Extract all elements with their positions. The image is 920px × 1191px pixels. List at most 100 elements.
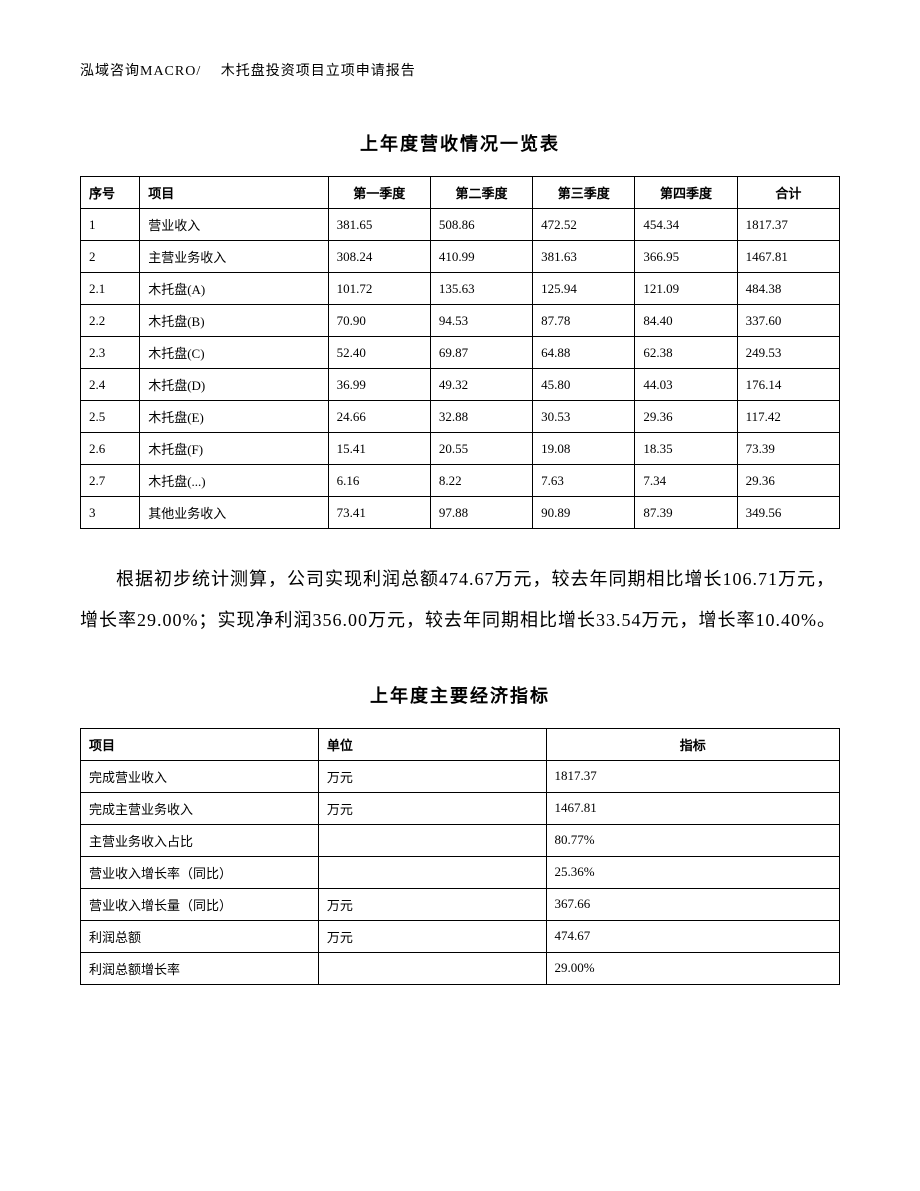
table-cell: 29.00% (546, 952, 840, 984)
table-cell: 1 (81, 209, 140, 241)
table-row: 2.2木托盘(B)70.9094.5387.7884.40337.60 (81, 305, 840, 337)
table-cell (318, 824, 546, 856)
col-unit: 单位 (318, 728, 546, 760)
table-cell: 121.09 (635, 273, 737, 305)
table-cell: 508.86 (430, 209, 532, 241)
table-cell: 381.65 (328, 209, 430, 241)
table-header-row: 序号 项目 第一季度 第二季度 第三季度 第四季度 合计 (81, 177, 840, 209)
table-cell: 366.95 (635, 241, 737, 273)
table-cell: 营业收入增长量（同比） (81, 888, 319, 920)
table-row: 2.6木托盘(F)15.4120.5519.0818.3573.39 (81, 433, 840, 465)
table-cell: 万元 (318, 888, 546, 920)
col-q3: 第三季度 (533, 177, 635, 209)
table-cell: 32.88 (430, 401, 532, 433)
table-cell: 完成主营业务收入 (81, 792, 319, 824)
table-cell: 营业收入 (140, 209, 328, 241)
table-row: 2.7木托盘(...)6.168.227.637.3429.36 (81, 465, 840, 497)
table-cell: 337.60 (737, 305, 839, 337)
table-cell (318, 856, 546, 888)
col-q4: 第四季度 (635, 177, 737, 209)
table-cell: 1817.37 (737, 209, 839, 241)
revenue-table: 序号 项目 第一季度 第二季度 第三季度 第四季度 合计 1营业收入381.65… (80, 176, 840, 529)
table-cell: 万元 (318, 920, 546, 952)
table-cell: 营业收入增长率（同比） (81, 856, 319, 888)
table-cell: 90.89 (533, 497, 635, 529)
col-q1: 第一季度 (328, 177, 430, 209)
table-cell: 36.99 (328, 369, 430, 401)
table-cell: 8.22 (430, 465, 532, 497)
table-row: 营业收入增长量（同比）万元367.66 (81, 888, 840, 920)
table1-title: 上年度营收情况一览表 (80, 130, 840, 156)
table-cell: 125.94 (533, 273, 635, 305)
table-row: 2.3木托盘(C)52.4069.8764.8862.38249.53 (81, 337, 840, 369)
table-cell: 249.53 (737, 337, 839, 369)
col-q2: 第二季度 (430, 177, 532, 209)
table-row: 2主营业务收入308.24410.99381.63366.951467.81 (81, 241, 840, 273)
table-cell: 94.53 (430, 305, 532, 337)
table-row: 完成主营业务收入万元1467.81 (81, 792, 840, 824)
table-cell: 29.36 (635, 401, 737, 433)
table-cell: 3 (81, 497, 140, 529)
table-cell: 2.3 (81, 337, 140, 369)
table-cell: 62.38 (635, 337, 737, 369)
table-cell: 25.36% (546, 856, 840, 888)
table-cell: 367.66 (546, 888, 840, 920)
table-cell: 木托盘(D) (140, 369, 328, 401)
table-cell: 69.87 (430, 337, 532, 369)
table-cell: 1467.81 (737, 241, 839, 273)
table-cell: 主营业务收入占比 (81, 824, 319, 856)
table-cell: 44.03 (635, 369, 737, 401)
table-cell: 利润总额 (81, 920, 319, 952)
table-cell: 84.40 (635, 305, 737, 337)
table-row: 利润总额增长率 29.00% (81, 952, 840, 984)
col-indicator: 指标 (546, 728, 840, 760)
table-cell: 万元 (318, 792, 546, 824)
table-row: 完成营业收入万元1817.37 (81, 760, 840, 792)
table-cell: 410.99 (430, 241, 532, 273)
table-row: 3其他业务收入73.4197.8890.8987.39349.56 (81, 497, 840, 529)
table-cell: 19.08 (533, 433, 635, 465)
col-total: 合计 (737, 177, 839, 209)
table-cell: 木托盘(E) (140, 401, 328, 433)
table-cell: 484.38 (737, 273, 839, 305)
table-cell: 349.56 (737, 497, 839, 529)
table-cell: 2.7 (81, 465, 140, 497)
table-cell: 木托盘(...) (140, 465, 328, 497)
col-project: 项目 (81, 728, 319, 760)
table-cell: 176.14 (737, 369, 839, 401)
table-cell: 万元 (318, 760, 546, 792)
table-row: 2.5木托盘(E)24.6632.8830.5329.36117.42 (81, 401, 840, 433)
table-cell: 2.4 (81, 369, 140, 401)
table-cell: 472.52 (533, 209, 635, 241)
table-cell: 2.1 (81, 273, 140, 305)
table-row: 1营业收入381.65508.86472.52454.341817.37 (81, 209, 840, 241)
table-cell: 117.42 (737, 401, 839, 433)
table-cell: 木托盘(A) (140, 273, 328, 305)
table-row: 利润总额万元474.67 (81, 920, 840, 952)
table-cell: 7.34 (635, 465, 737, 497)
table-cell: 18.35 (635, 433, 737, 465)
table-cell: 64.88 (533, 337, 635, 369)
table-cell: 24.66 (328, 401, 430, 433)
table-cell: 2.6 (81, 433, 140, 465)
table-cell: 454.34 (635, 209, 737, 241)
table-cell: 主营业务收入 (140, 241, 328, 273)
table-cell: 其他业务收入 (140, 497, 328, 529)
table-cell: 80.77% (546, 824, 840, 856)
table-cell: 2.5 (81, 401, 140, 433)
table-row: 2.4木托盘(D)36.9949.3245.8044.03176.14 (81, 369, 840, 401)
table-cell: 木托盘(B) (140, 305, 328, 337)
table-cell: 1467.81 (546, 792, 840, 824)
table-cell: 30.53 (533, 401, 635, 433)
table-cell: 97.88 (430, 497, 532, 529)
table-cell: 15.41 (328, 433, 430, 465)
table-row: 主营业务收入占比 80.77% (81, 824, 840, 856)
table-cell: 7.63 (533, 465, 635, 497)
table-cell: 利润总额增长率 (81, 952, 319, 984)
table-cell: 木托盘(F) (140, 433, 328, 465)
table-cell: 29.36 (737, 465, 839, 497)
table-cell: 308.24 (328, 241, 430, 273)
table-cell: 45.80 (533, 369, 635, 401)
table-cell: 20.55 (430, 433, 532, 465)
table-cell: 2.2 (81, 305, 140, 337)
